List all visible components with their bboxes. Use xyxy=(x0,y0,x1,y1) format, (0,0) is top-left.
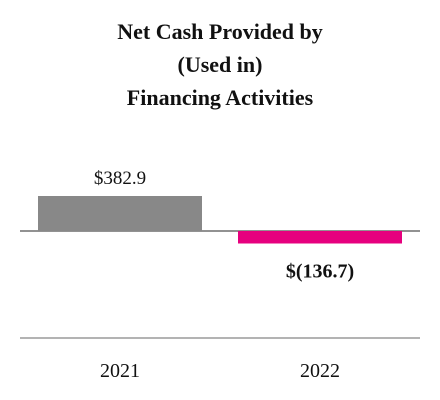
chart-title-line-1: Net Cash Provided by xyxy=(117,19,323,44)
chart-title-line-2: (Used in) xyxy=(177,52,263,77)
category-label-2021: 2021 xyxy=(100,360,140,382)
value-label-2021: $382.9 xyxy=(94,168,146,189)
bar-2022 xyxy=(238,231,402,244)
value-label-2022: $(136.7) xyxy=(286,260,354,282)
bar-2021 xyxy=(38,196,202,231)
category-label-2022: 2022 xyxy=(300,360,340,382)
chart-title-line-3: Financing Activities xyxy=(126,85,314,110)
